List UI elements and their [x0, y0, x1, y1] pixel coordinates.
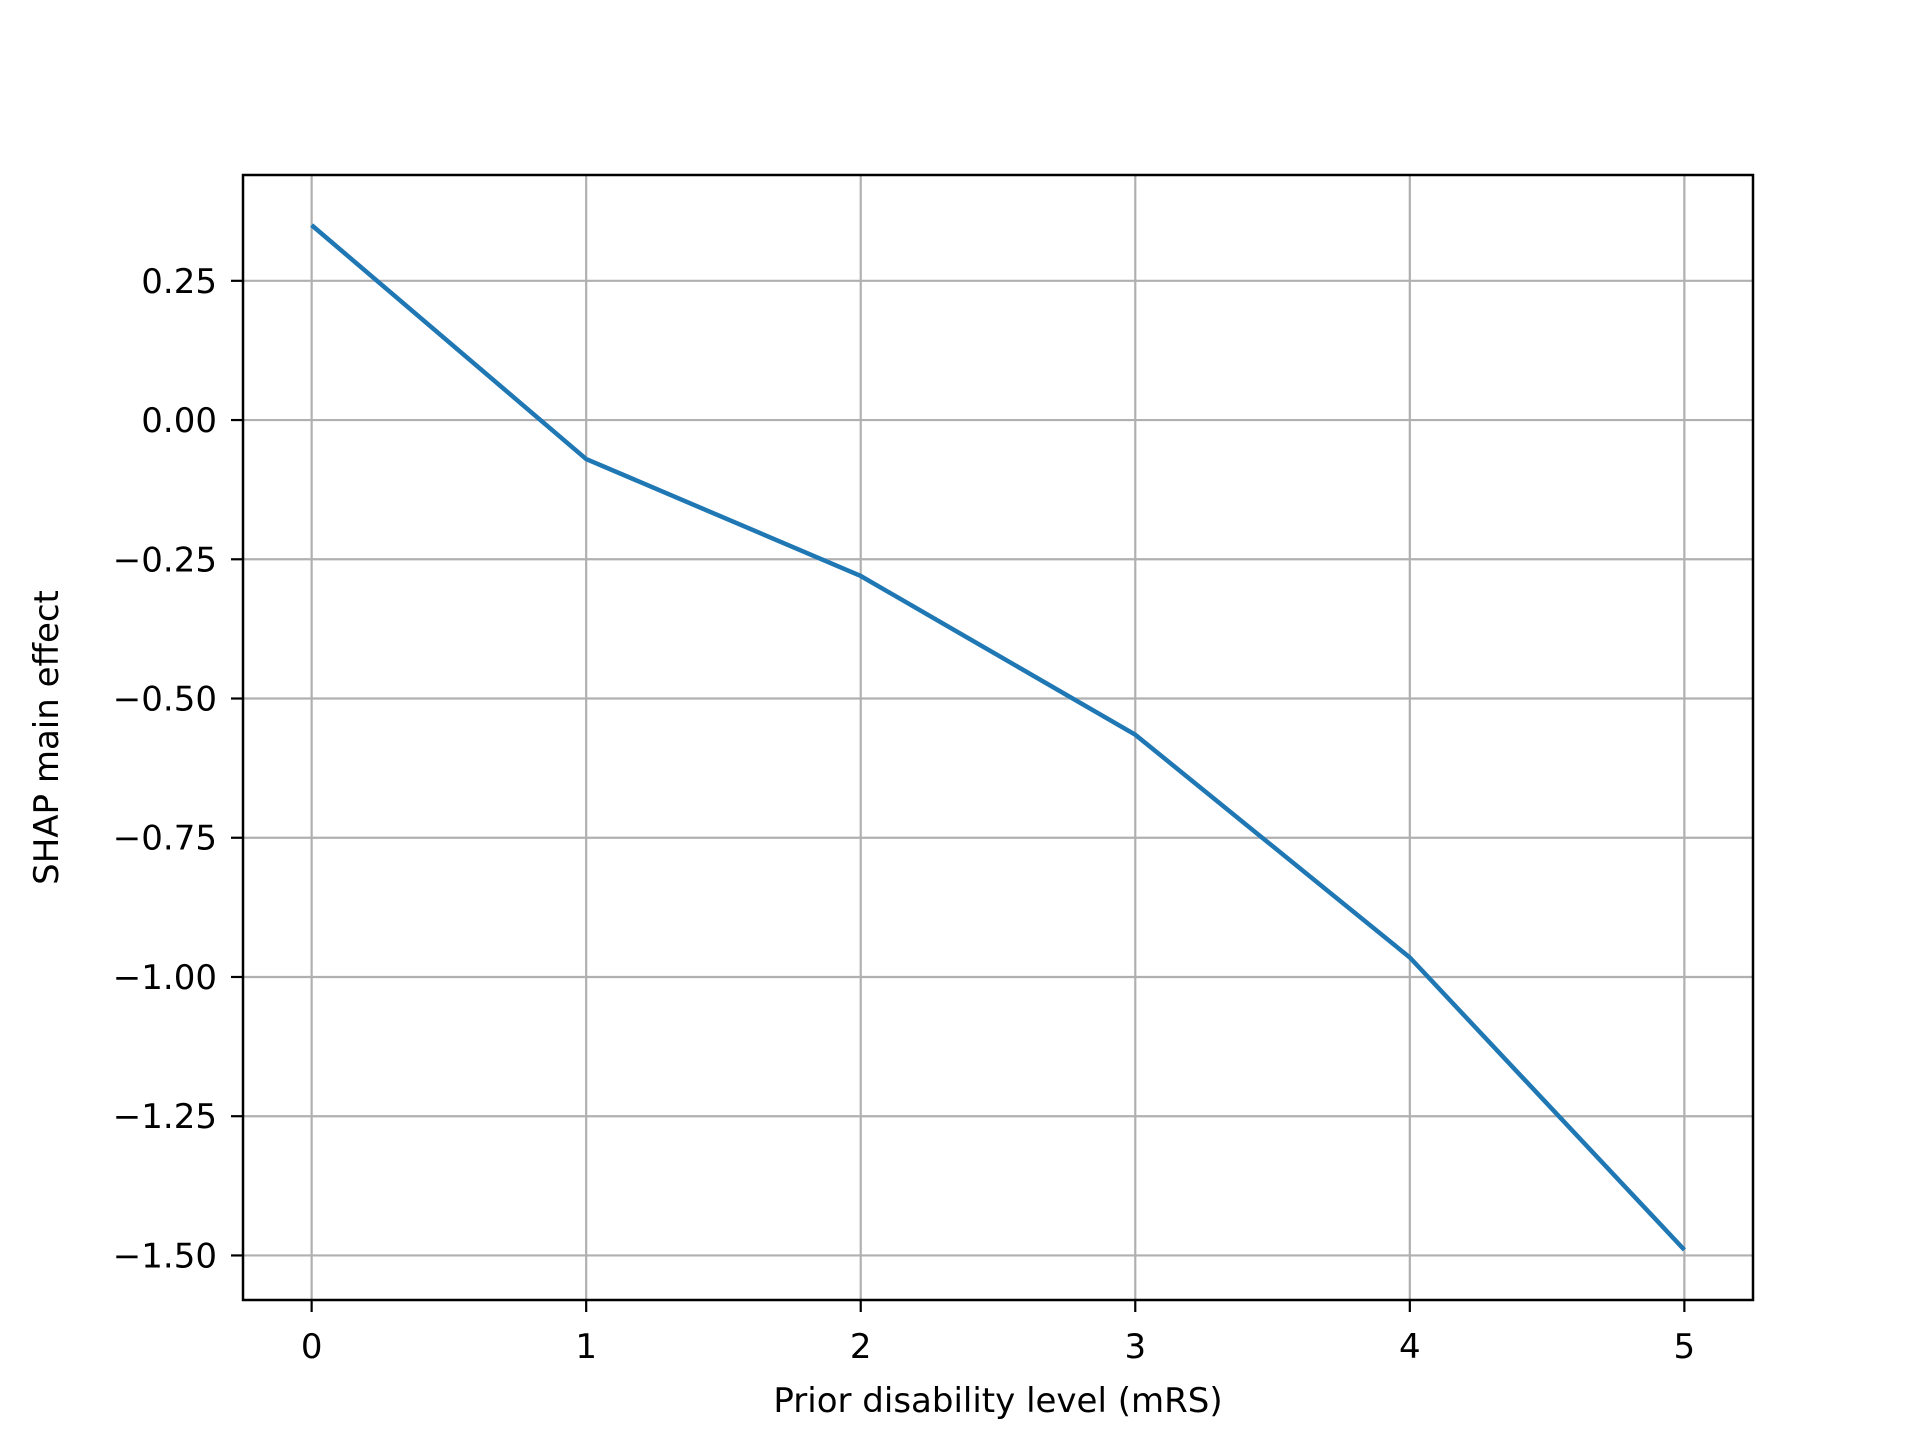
y-tick-label: 0.25 — [141, 262, 217, 302]
y-tick-label: −1.50 — [113, 1236, 217, 1276]
x-tick-label: 4 — [1399, 1327, 1421, 1367]
x-tick-label: 0 — [301, 1327, 323, 1367]
x-tick-label: 3 — [1124, 1327, 1146, 1367]
y-tick-label: −1.00 — [113, 958, 217, 998]
y-tick-label: −0.50 — [113, 680, 217, 720]
y-tick-label: 0.00 — [141, 401, 217, 441]
x-tick-label: 2 — [850, 1327, 872, 1367]
y-tick-label: −1.25 — [113, 1097, 217, 1137]
x-axis-label: Prior disability level (mRS) — [773, 1381, 1222, 1421]
x-tick-label: 5 — [1674, 1327, 1696, 1367]
y-tick-label: −0.25 — [113, 540, 217, 580]
y-axis-label: SHAP main effect — [27, 590, 67, 885]
y-tick-label: −0.75 — [113, 819, 217, 859]
x-tick-label: 1 — [575, 1327, 597, 1367]
